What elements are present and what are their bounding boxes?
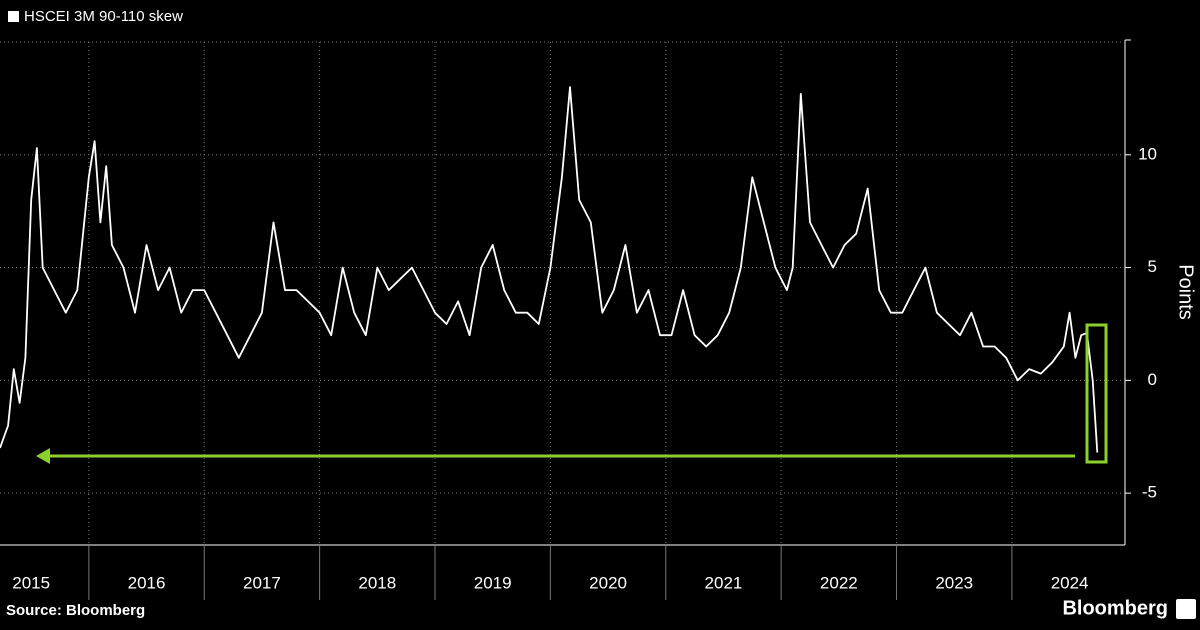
y-tick-label: 5 — [1148, 257, 1157, 276]
annotation-arrowhead — [36, 448, 50, 464]
annotation-box — [1085, 323, 1108, 464]
y-axis-label: Points — [1175, 264, 1197, 320]
y-tick-label: 10 — [1138, 144, 1157, 163]
x-tick-label: 2024 — [1051, 573, 1089, 592]
x-tick-label: 2015 — [12, 573, 50, 592]
source: Source: Bloomberg — [6, 602, 145, 619]
x-tick-label: 2023 — [935, 573, 973, 592]
brand: Bloomberg — [1062, 597, 1168, 619]
brand-icon — [1176, 599, 1196, 619]
x-tick-label: 2022 — [820, 573, 858, 592]
series-line — [0, 86, 1099, 453]
x-tick-label: 2020 — [589, 573, 627, 592]
legend-swatch — [8, 11, 19, 22]
x-tick-label: 2018 — [358, 573, 396, 592]
x-tick-label: 2021 — [705, 573, 743, 592]
x-tick-label: 2019 — [474, 573, 512, 592]
x-tick-label: 2016 — [128, 573, 166, 592]
x-tick-label: 2017 — [243, 573, 281, 592]
y-tick-label: 0 — [1148, 370, 1157, 389]
y-tick-label: -5 — [1142, 483, 1157, 502]
chart-title: HSCEI 3M 90-110 skew — [24, 8, 183, 25]
